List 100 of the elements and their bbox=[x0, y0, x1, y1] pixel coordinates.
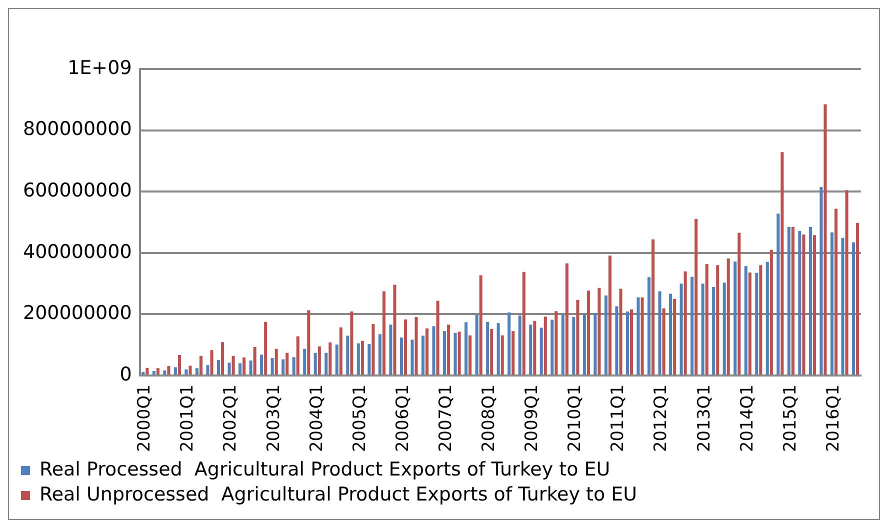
bar bbox=[830, 232, 834, 375]
bar bbox=[339, 327, 342, 375]
bar bbox=[701, 284, 704, 375]
x-tick-label: 2009Q1 bbox=[522, 384, 542, 452]
bar bbox=[680, 284, 683, 375]
bar bbox=[512, 331, 515, 375]
bar bbox=[163, 370, 166, 375]
bar bbox=[432, 326, 436, 375]
bar bbox=[443, 331, 446, 375]
bar bbox=[400, 338, 403, 375]
bar bbox=[554, 311, 558, 375]
bar bbox=[447, 324, 450, 375]
bar bbox=[253, 347, 256, 375]
x-tick-label: 2010Q1 bbox=[565, 384, 586, 452]
bar bbox=[770, 250, 773, 375]
bar bbox=[550, 320, 554, 375]
bar bbox=[841, 238, 844, 375]
bar bbox=[734, 262, 737, 375]
bar bbox=[630, 309, 634, 375]
bar bbox=[249, 360, 252, 375]
bar bbox=[475, 314, 478, 375]
x-tick-label: 2016Q1 bbox=[823, 384, 844, 452]
bar bbox=[206, 365, 210, 375]
bar bbox=[142, 372, 145, 375]
x-tick-label: 2003Q1 bbox=[264, 384, 284, 452]
bar bbox=[414, 316, 418, 375]
bar bbox=[834, 208, 838, 375]
bar bbox=[152, 370, 156, 375]
bar bbox=[303, 348, 306, 375]
bar bbox=[335, 344, 338, 375]
bar bbox=[798, 230, 802, 375]
bar bbox=[292, 357, 296, 375]
bar bbox=[529, 324, 532, 375]
bar bbox=[404, 319, 408, 375]
x-tick-label: 2001Q1 bbox=[178, 384, 198, 452]
bar bbox=[368, 344, 371, 375]
bar bbox=[722, 282, 726, 375]
bar bbox=[787, 226, 790, 375]
x-tick-label: 2013Q1 bbox=[694, 384, 714, 452]
y-tick-label: 200000000 bbox=[23, 302, 132, 324]
bar bbox=[458, 332, 461, 375]
bar bbox=[372, 324, 375, 375]
y-tick-label: 400000000 bbox=[23, 240, 132, 263]
x-tick-label: 2004Q1 bbox=[306, 384, 327, 452]
bar bbox=[812, 235, 816, 375]
bar bbox=[464, 322, 468, 375]
bar bbox=[845, 190, 848, 375]
legend-label: Real Processed Agricultural Product Exports of Turkey to EU bbox=[40, 458, 610, 480]
bar bbox=[759, 265, 762, 375]
bar bbox=[210, 350, 214, 375]
bar bbox=[565, 263, 568, 375]
bar bbox=[518, 315, 522, 375]
bar bbox=[755, 272, 758, 375]
bar bbox=[346, 336, 350, 375]
bar bbox=[274, 348, 278, 375]
bar bbox=[808, 226, 812, 375]
x-tick-label: 2015Q1 bbox=[780, 384, 800, 452]
bar bbox=[496, 323, 500, 375]
bar bbox=[146, 368, 149, 375]
bar bbox=[270, 358, 274, 375]
bar bbox=[378, 334, 382, 375]
bar bbox=[454, 332, 457, 375]
bar bbox=[716, 265, 720, 375]
bar bbox=[188, 366, 192, 375]
bar bbox=[350, 311, 354, 375]
bar bbox=[360, 340, 364, 375]
x-tick-label: 2014Q1 bbox=[737, 384, 758, 452]
bar bbox=[468, 335, 472, 375]
bar bbox=[216, 360, 220, 375]
x-tick-label: 2012Q1 bbox=[651, 384, 672, 452]
bar bbox=[500, 335, 504, 375]
bar bbox=[382, 291, 386, 375]
bar bbox=[324, 352, 328, 375]
x-tick-label: 2005Q1 bbox=[350, 384, 370, 452]
bar bbox=[647, 277, 651, 375]
bar bbox=[238, 363, 242, 375]
bar bbox=[626, 311, 629, 375]
bar bbox=[242, 357, 246, 375]
x-tick-label: 2011Q1 bbox=[608, 384, 628, 452]
bar bbox=[582, 314, 586, 375]
bar bbox=[766, 262, 769, 375]
bar bbox=[684, 271, 687, 375]
bar bbox=[522, 272, 526, 375]
bar bbox=[640, 297, 644, 375]
x-tick-label: 2000Q1 bbox=[134, 384, 155, 452]
bar bbox=[576, 300, 580, 375]
bar bbox=[856, 222, 860, 375]
bar bbox=[232, 356, 235, 375]
bar bbox=[820, 187, 823, 375]
bar bbox=[586, 290, 590, 375]
bar bbox=[561, 314, 564, 375]
bar bbox=[690, 276, 694, 375]
bar bbox=[479, 275, 482, 375]
x-tick-label: 2007Q1 bbox=[436, 384, 456, 452]
bar bbox=[314, 352, 317, 375]
bar bbox=[436, 300, 440, 375]
bar bbox=[167, 366, 170, 375]
bar bbox=[658, 291, 662, 375]
bar bbox=[156, 368, 160, 375]
bar bbox=[486, 322, 490, 375]
